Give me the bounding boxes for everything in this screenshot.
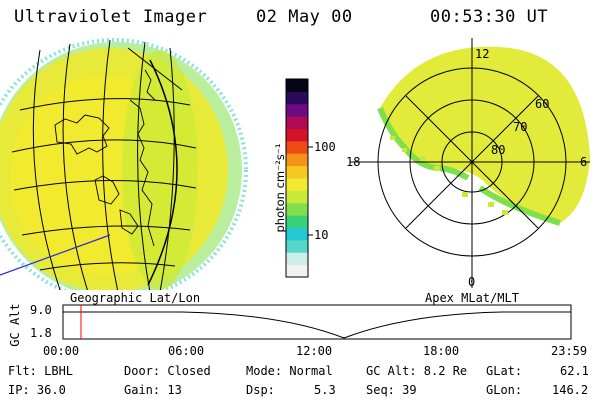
mlt-label-18: 18 bbox=[346, 155, 361, 169]
left-panel-caption: Geographic Lat/Lon bbox=[70, 291, 201, 305]
colorbar-segment bbox=[286, 252, 308, 266]
colorbar-segment bbox=[286, 215, 308, 228]
emission-halo-edge bbox=[0, 38, 248, 290]
colorbar-segment bbox=[286, 103, 308, 117]
altitude-plot bbox=[62, 304, 572, 340]
time-label: 00:53:30 UT bbox=[430, 7, 549, 27]
mlat-label-80: 80 bbox=[491, 143, 506, 157]
colorbar-segment bbox=[286, 227, 308, 241]
orbit-track bbox=[0, 234, 111, 276]
altitude-ytick-bottom: 1.8 bbox=[30, 326, 52, 340]
status-door: Door: Closed bbox=[124, 364, 211, 378]
status-ip: IP: 36.0 bbox=[8, 383, 66, 397]
polar-emission-edge bbox=[377, 106, 470, 181]
status-glat-value: 62.1 bbox=[560, 364, 589, 378]
colorbar-segment bbox=[286, 165, 308, 179]
boundary-points bbox=[390, 136, 508, 215]
colorbar-tick-label-100: 100 bbox=[314, 140, 336, 154]
colorbar-segment bbox=[286, 190, 308, 204]
status-gain: Gain: 13 bbox=[124, 383, 182, 397]
colorbar-unit-label: photon cm⁻²s⁻¹ bbox=[273, 143, 287, 233]
mlat-label-70: 70 bbox=[513, 120, 528, 134]
mlat-label-60: 60 bbox=[535, 97, 550, 111]
altitude-xtick-1800: 18:00 bbox=[423, 344, 460, 358]
mlt-label-12: 12 bbox=[475, 47, 490, 61]
altitude-ytick-top: 9.0 bbox=[30, 303, 52, 317]
colorbar-segment bbox=[286, 91, 308, 105]
colorbar-segment bbox=[286, 202, 308, 216]
status-glon: GLon: bbox=[486, 383, 523, 397]
status-seq: Seq: 39 bbox=[366, 383, 417, 397]
colorbar-segment bbox=[286, 140, 308, 154]
geographic-image bbox=[0, 38, 248, 290]
altitude-curve bbox=[63, 311, 571, 339]
coastlines bbox=[54, 69, 156, 247]
altitude-xtick-2359: 23:59 bbox=[551, 344, 588, 358]
colorbar-tick-label-10: 10 bbox=[314, 228, 329, 242]
colorbar-segment bbox=[286, 116, 308, 129]
mlt-label-0: 0 bbox=[468, 275, 476, 289]
status-glat: GLat: bbox=[486, 364, 523, 378]
altitude-xtick-1200: 12:00 bbox=[296, 344, 333, 358]
graticule bbox=[11, 39, 197, 290]
colorbar-segment bbox=[286, 264, 308, 278]
colorbar-segment bbox=[286, 79, 308, 92]
status-gc-alt: GC Alt: 8.2 Re bbox=[366, 364, 468, 378]
status-dsp: Dsp: bbox=[246, 383, 275, 397]
colorbar-segment bbox=[286, 153, 308, 167]
date-label: 02 May 00 bbox=[256, 7, 353, 27]
status-dsp-value: 5.3 bbox=[314, 383, 336, 397]
colorbar-segment bbox=[286, 128, 308, 142]
colorbar-segment bbox=[286, 178, 308, 191]
status-filter: Flt: LBHL bbox=[8, 364, 74, 378]
instrument-title: Ultraviolet Imager bbox=[14, 7, 208, 27]
status-glon-value: 146.2 bbox=[552, 383, 589, 397]
colorbar-segment bbox=[286, 239, 308, 253]
altitude-xtick-0600: 06:00 bbox=[168, 344, 205, 358]
limb-band bbox=[122, 50, 198, 290]
altitude-ylabel: GC Alt bbox=[8, 303, 22, 347]
status-mode: Mode: Normal bbox=[246, 364, 333, 378]
right-panel-caption: Apex MLat/MLT bbox=[425, 291, 519, 305]
polar-grid bbox=[350, 38, 590, 288]
polar-plot bbox=[350, 38, 590, 288]
altitude-xtick-0000: 00:00 bbox=[43, 344, 80, 358]
colorbar bbox=[285, 78, 313, 278]
mlt-label-6: 6 bbox=[580, 155, 588, 169]
